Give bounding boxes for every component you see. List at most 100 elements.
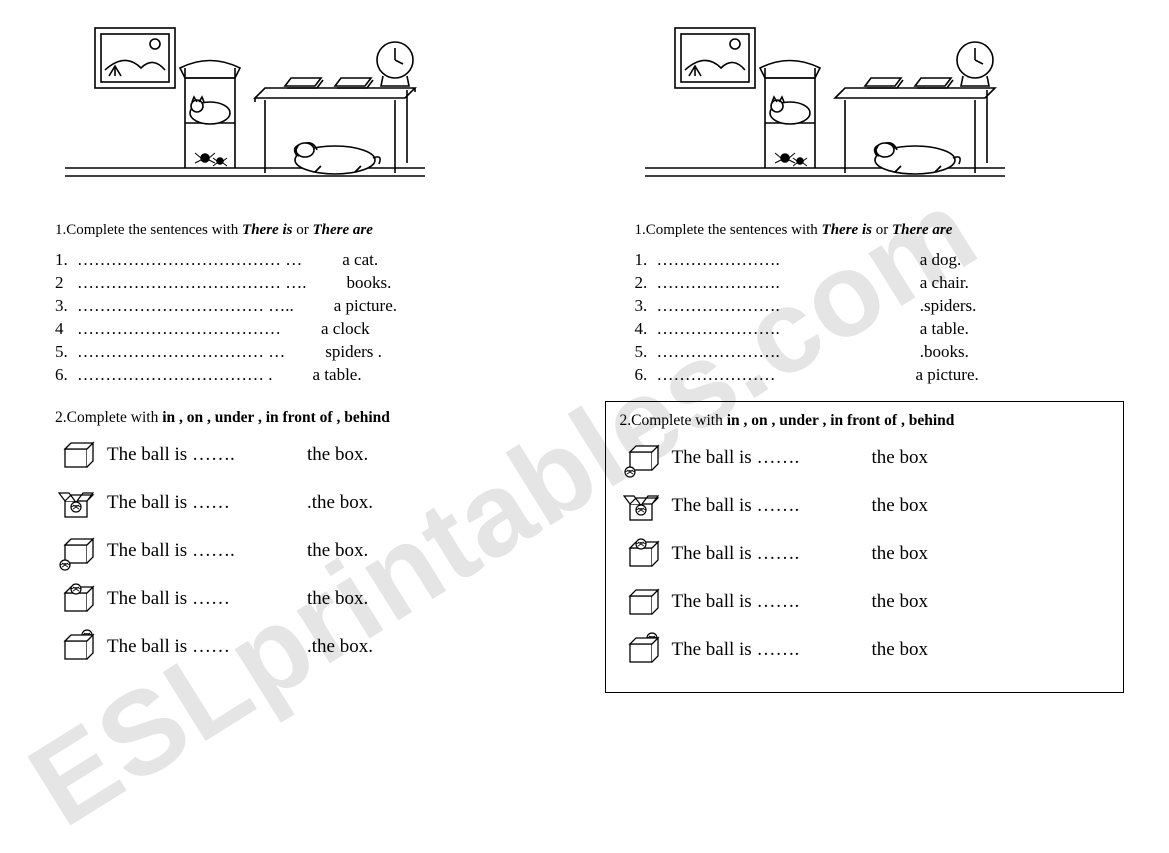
- item-word: a table.: [780, 318, 969, 341]
- opt-there-is: There is: [822, 222, 872, 238]
- box-closed-icon: [55, 435, 97, 475]
- item-number: 3.: [635, 295, 657, 318]
- sentence-start[interactable]: The ball is …….: [672, 591, 872, 613]
- box-behind-icon: [620, 630, 662, 670]
- exercise-2-item: The ball is …… the box.: [55, 579, 575, 619]
- sentence-end: the box: [872, 495, 928, 517]
- instr-or: or: [872, 222, 892, 238]
- item-number: 2.: [635, 272, 657, 295]
- sentence-end: the box: [872, 591, 928, 613]
- exercise-1-right: 1. …………………. a dog.2. …………………. a chair.3.…: [635, 249, 1125, 387]
- blank-dots[interactable]: ………………….: [657, 295, 780, 318]
- instr-prefix: 1.Complete the sentences with: [635, 222, 822, 238]
- box-open-icon: [620, 486, 662, 526]
- sentence-end: .the box.: [307, 492, 373, 514]
- item-number: 3.: [55, 295, 77, 318]
- top-columns: 1.Complete the sentences with There is o…: [55, 18, 1124, 387]
- item-number: 5.: [635, 341, 657, 364]
- blank-dots[interactable]: …………………: [657, 364, 776, 387]
- exercise-2-item: The ball is …… .the box.: [55, 627, 575, 667]
- sentence-start[interactable]: The ball is …….: [672, 495, 872, 517]
- exercise-2-item: The ball is ……. the box.: [55, 435, 575, 475]
- exercise-2-left: The ball is ……. the box. The ball is …… …: [55, 435, 575, 667]
- exercise-2-item: The ball is …… .the box.: [55, 483, 575, 523]
- item-number: 6.: [635, 364, 657, 387]
- opt-there-are: There are: [312, 222, 372, 238]
- item-word: a picture.: [294, 295, 397, 318]
- item-number: 1.: [635, 249, 657, 272]
- room-scene-left: [65, 18, 545, 208]
- sentence-start[interactable]: The ball is …….: [672, 447, 872, 469]
- section-2-right: 2.Complete with in , on , under , in fro…: [605, 387, 1125, 693]
- sentence-end: the box.: [307, 444, 368, 466]
- exercise-2-item: The ball is ……. the box: [620, 630, 1106, 670]
- sentence-start[interactable]: The ball is …….: [107, 444, 307, 466]
- item-word: .books.: [780, 341, 969, 364]
- bottom-columns: 2.Complete with in , on , under , in fro…: [55, 387, 1124, 693]
- box-behind-icon: [55, 627, 97, 667]
- exercise-1-item: 5. …………………. .books.: [635, 341, 1125, 364]
- exercise-2-item: The ball is ……. the box: [620, 438, 1106, 478]
- sentence-end: the box.: [307, 588, 368, 610]
- sentence-start[interactable]: The ball is ……: [107, 636, 307, 658]
- item-number: 6.: [55, 364, 77, 387]
- sentence-start[interactable]: The ball is …….: [672, 639, 872, 661]
- blank-dots[interactable]: ………………………………: [77, 318, 281, 341]
- box-front-icon: [55, 531, 97, 571]
- blank-dots[interactable]: …………………………… …..: [77, 295, 294, 318]
- blank-dots[interactable]: …………………………… …: [77, 341, 285, 364]
- exercise-1-item: 5. …………………………… … spiders .: [55, 341, 545, 364]
- item-number: 2: [55, 272, 77, 295]
- exercise-2-item: The ball is ……. the box.: [55, 531, 575, 571]
- blank-dots[interactable]: ………………….: [657, 249, 780, 272]
- exercise-2-item: The ball is ……. the box: [620, 486, 1106, 526]
- item-word: .spiders.: [780, 295, 977, 318]
- blank-dots[interactable]: …………………………… .: [77, 364, 273, 387]
- sentence-end: .the box.: [307, 636, 373, 658]
- item-word: a table.: [273, 364, 362, 387]
- item-number: 4.: [635, 318, 657, 341]
- instr2-bold: in , on , under , in front of , behind: [162, 409, 390, 426]
- instr-or: or: [292, 222, 312, 238]
- exercise-2-item: The ball is ……. the box: [620, 534, 1106, 574]
- item-number: 5.: [55, 341, 77, 364]
- blank-dots[interactable]: ……………………………… ….: [77, 272, 307, 295]
- item-word: a clock: [281, 318, 370, 341]
- blank-dots[interactable]: ………………….: [657, 272, 780, 295]
- opt-there-is: There is: [242, 222, 292, 238]
- sentence-end: the box: [872, 639, 928, 661]
- blank-dots[interactable]: ……………………………… …: [77, 249, 302, 272]
- blank-dots[interactable]: ………………….: [657, 318, 780, 341]
- item-word: a chair.: [780, 272, 969, 295]
- item-word: a picture.: [776, 364, 979, 387]
- right-column: 1.Complete the sentences with There is o…: [635, 18, 1125, 387]
- sentence-end: the box: [872, 543, 928, 565]
- sentence-start[interactable]: The ball is …….: [107, 540, 307, 562]
- item-number: 1.: [55, 249, 77, 272]
- opt-there-are: There are: [892, 222, 952, 238]
- exercise-1-item: 4. …………………. a table.: [635, 318, 1125, 341]
- sentence-start[interactable]: The ball is ……: [107, 492, 307, 514]
- sentence-start[interactable]: The ball is ……: [107, 588, 307, 610]
- exercise-1-item: 3. …………………………… ….. a picture.: [55, 295, 545, 318]
- box-open-icon: [55, 483, 97, 523]
- blank-dots[interactable]: ………………….: [657, 341, 780, 364]
- item-word: a dog.: [780, 249, 962, 272]
- sentence-end: the box: [872, 447, 928, 469]
- instr2-prefix: 2.Complete with: [55, 409, 162, 426]
- item-word: spiders .: [285, 341, 382, 364]
- sentence-start[interactable]: The ball is …….: [672, 543, 872, 565]
- item-number: 4: [55, 318, 77, 341]
- exercise-1-item: 2 ……………………………… …. books.: [55, 272, 545, 295]
- instruction-1-right: 1.Complete the sentences with There is o…: [635, 222, 1125, 239]
- exercise-2-item: The ball is ……. the box: [620, 582, 1106, 622]
- item-word: books.: [307, 272, 392, 295]
- item-word: a cat.: [302, 249, 378, 272]
- exercise-1-left: 1. ……………………………… … a cat.2 ……………………………… ……: [55, 249, 545, 387]
- instruction-1-left: 1.Complete the sentences with There is o…: [55, 222, 545, 239]
- exercise-1-item: 3. …………………. .spiders.: [635, 295, 1125, 318]
- instruction-2-left: 2.Complete with in , on , under , in fro…: [55, 409, 575, 427]
- exercise-1-item: 6. …………………………… . a table.: [55, 364, 545, 387]
- box-closed-icon: [620, 582, 662, 622]
- room-scene-right: [645, 18, 1125, 208]
